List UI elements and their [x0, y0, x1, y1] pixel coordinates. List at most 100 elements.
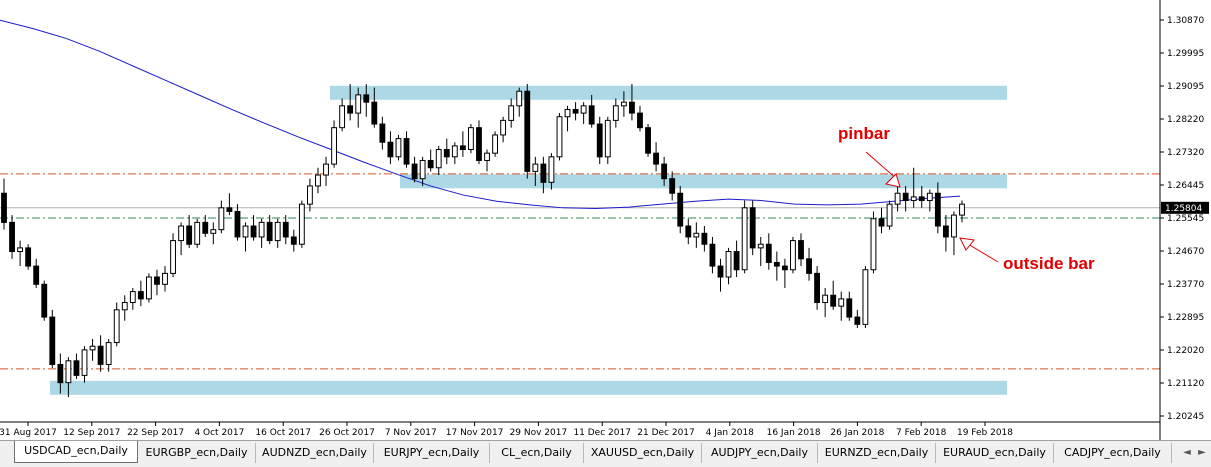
price-tick-label: 1.29095: [1167, 82, 1204, 92]
candle-body: [612, 105, 619, 121]
candle-body: [274, 221, 281, 242]
candle-body: [516, 90, 523, 107]
zone-0: [330, 85, 1007, 100]
chart-tab-bar: USDCAD_ecn,Daily EURGBP_ecn,Daily AUDNZD_e…: [0, 440, 1211, 467]
pinbar-arrow-line: [865, 151, 899, 181]
candle-body: [178, 225, 185, 242]
candle-body: [661, 163, 668, 180]
tab-usdcad-ecn-daily[interactable]: USDCAD_ecn,Daily: [14, 441, 138, 463]
price-chart[interactable]: 1.30870 1.29995 1.29095 1.28220 1.27320 1.264…: [0, 0, 1211, 440]
candle-body: [572, 108, 579, 114]
candle-body: [725, 251, 732, 278]
candle-body: [524, 90, 531, 172]
candle-body: [653, 152, 659, 165]
time-axis: 31 Aug 2017 12 Sep 2017 22 Sep 2017 4 Oct 2…: [0, 422, 1013, 438]
tab-audjpy-ecn-daily[interactable]: AUDJPY_ecn,Daily: [702, 443, 818, 463]
candle-body: [765, 243, 772, 263]
candle-body: [411, 163, 418, 180]
candle-body: [910, 196, 917, 202]
candle-body: [596, 123, 603, 158]
tab-cl-ecn-daily[interactable]: CL_ecn,Daily: [490, 443, 584, 463]
candle-body: [49, 316, 56, 365]
tab-euraud-ecn-daily[interactable]: EURAUD_ecn,Daily: [936, 443, 1054, 463]
candle-body: [733, 251, 740, 271]
candle-body: [81, 349, 88, 376]
moving-average: [0, 19, 961, 210]
candle-body: [540, 163, 547, 183]
candle-body: [323, 163, 329, 176]
time-tick-label: 29 Nov 2017: [510, 428, 568, 438]
candle-body: [41, 283, 48, 318]
chart-canvas[interactable]: 1.30870 1.29995 1.29095 1.28220 1.27320 1.264…: [0, 0, 1211, 440]
candle-body: [419, 159, 426, 180]
candle-body: [234, 210, 241, 238]
time-tick-label: 4 Jan 2018: [706, 428, 754, 438]
price-tick-label: 1.26445: [1167, 181, 1204, 191]
candle-body: [476, 127, 482, 161]
tab-audnzd-ecn-daily[interactable]: AUDNZD_ecn,Daily: [256, 443, 374, 463]
candle-body: [266, 221, 273, 242]
current-price-label: 1.25804: [1165, 204, 1202, 214]
candle-body: [894, 192, 901, 205]
candle-body: [854, 316, 861, 325]
candle-body: [741, 207, 748, 271]
candle-body: [677, 192, 684, 227]
tab-cadjpy-ecn-daily[interactable]: CADJPY_ecn,Daily: [1054, 443, 1172, 463]
zone-2: [50, 380, 1007, 395]
time-tick-label: 31 Aug 2017: [0, 428, 57, 438]
candle-body: [822, 294, 829, 304]
candle-body: [862, 269, 869, 325]
tab-eurgbp-ecn-daily[interactable]: EURGBP_ecn,Daily: [138, 443, 256, 463]
candle-body: [637, 112, 643, 129]
candle-body: [830, 294, 837, 307]
candle-body: [926, 192, 933, 202]
candle-body: [379, 123, 386, 143]
candle-body: [371, 101, 378, 125]
tab-scroll-left-icon[interactable]: ◄: [1183, 447, 1191, 458]
candle-body: [186, 225, 193, 245]
tab-eurnzd-ecn-daily[interactable]: EURNZD_ecn,Daily: [818, 443, 936, 463]
candle-body: [798, 240, 804, 260]
candle-body: [878, 218, 885, 227]
candle-body: [129, 291, 136, 304]
candle-body: [532, 163, 539, 172]
price-tick-label: 1.27320: [1167, 148, 1204, 158]
candle-body: [331, 127, 337, 165]
time-tick-label: 4 Oct 2017: [194, 428, 244, 438]
candle-body: [685, 225, 692, 238]
candle-body: [355, 94, 362, 114]
candle-body: [25, 247, 32, 267]
candle-body: [902, 192, 909, 202]
outside-bar-arrow-head: [959, 237, 975, 251]
candle-body: [435, 149, 442, 169]
candle-body: [194, 221, 201, 245]
candle-body: [701, 232, 708, 245]
price-tick-label: 1.22895: [1167, 313, 1204, 323]
candle-body: [97, 345, 104, 365]
candle-body: [250, 225, 257, 238]
annotations: [865, 151, 999, 263]
candle-body: [89, 345, 96, 351]
price-tick-label: 1.29995: [1167, 49, 1204, 59]
price-tick-label: 1.24670: [1167, 247, 1204, 257]
candle-body: [934, 192, 941, 227]
candle-body: [814, 272, 821, 304]
candle-body: [339, 105, 346, 129]
candle-body: [290, 236, 297, 245]
tab-xauusd-ecn-daily[interactable]: XAUUSD_ecn,Daily: [584, 443, 702, 463]
candle-body: [548, 156, 555, 183]
candle-body: [459, 145, 466, 151]
time-tick-label: 11 Dec 2017: [573, 428, 631, 438]
candle-body: [693, 232, 700, 238]
candle-body: [347, 105, 354, 114]
tab-eurjpy-ecn-daily[interactable]: EURJPY_ecn,Daily: [374, 443, 490, 463]
candle-body: [781, 265, 788, 271]
time-tick-label: 12 Sep 2017: [63, 428, 120, 438]
candle-body: [162, 272, 168, 285]
candle-body: [403, 138, 410, 165]
candle-body: [427, 159, 434, 169]
candle-body: [282, 221, 289, 238]
pinbar-arrow-head: [884, 173, 901, 188]
time-tick-label: 22 Sep 2017: [127, 428, 184, 438]
tab-scroll-right-icon[interactable]: ►: [1198, 447, 1206, 458]
